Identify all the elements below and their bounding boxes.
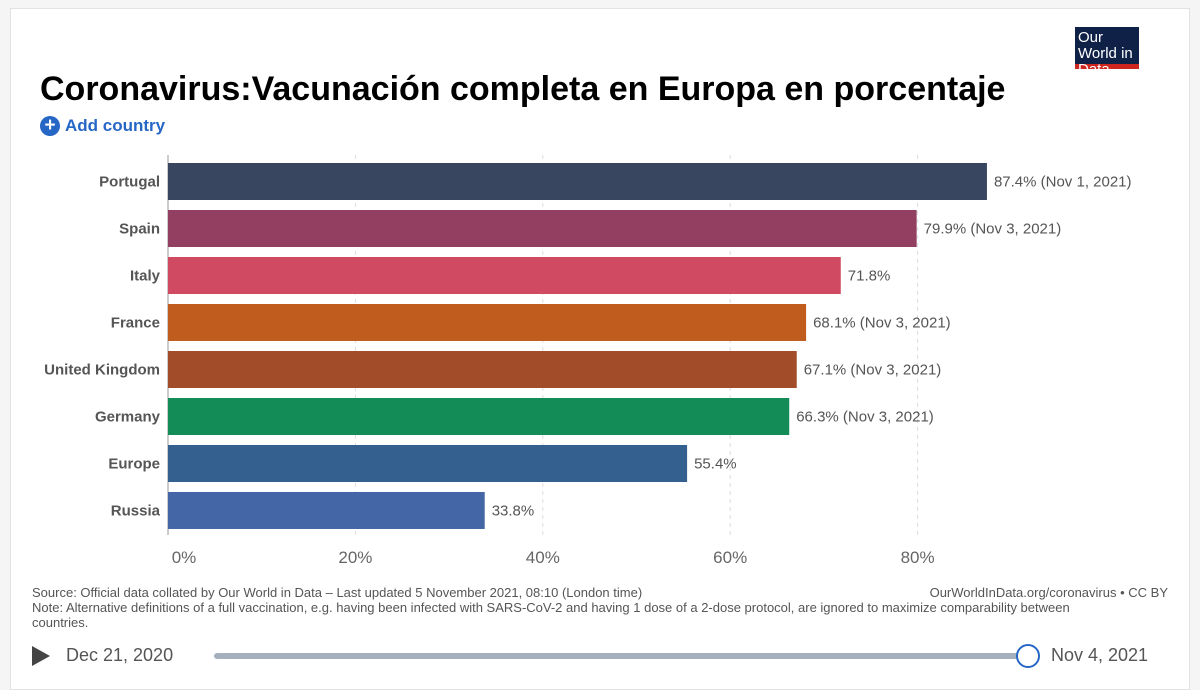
- x-tick-label: 0%: [172, 548, 197, 567]
- timeline-handle[interactable]: [1016, 644, 1040, 668]
- x-tick-label: 80%: [901, 548, 935, 567]
- data-label: 66.3% (Nov 3, 2021): [796, 409, 934, 426]
- bar[interactable]: [168, 351, 797, 388]
- data-label: 67.1% (Nov 3, 2021): [804, 362, 942, 379]
- category-label: United Kingdom: [44, 362, 160, 379]
- bar[interactable]: [168, 492, 485, 529]
- data-label: 68.1% (Nov 3, 2021): [813, 315, 951, 332]
- timeline: Dec 21, 2020 Nov 4, 2021: [32, 644, 1172, 668]
- bar[interactable]: [168, 257, 841, 294]
- data-label: 71.8%: [848, 268, 891, 285]
- category-label: France: [111, 315, 160, 332]
- source-url[interactable]: OurWorldInData.org/coronavirus • CC BY: [929, 585, 1168, 600]
- data-label: 79.9% (Nov 3, 2021): [924, 221, 1062, 238]
- category-label: Spain: [119, 221, 160, 238]
- x-tick-label: 60%: [713, 548, 747, 567]
- plus-circle-icon: +: [40, 116, 60, 136]
- category-label: Germany: [95, 409, 161, 426]
- bar[interactable]: [168, 304, 807, 341]
- add-country-button[interactable]: + Add country: [40, 116, 165, 136]
- timeline-track[interactable]: [214, 653, 1028, 659]
- bar[interactable]: [168, 445, 688, 482]
- footnote: Note: Alternative definitions of a full …: [32, 600, 1070, 630]
- category-label: Russia: [111, 503, 161, 520]
- chart-title: Coronavirus:Vacunación completa en Europ…: [40, 70, 1006, 108]
- timeline-start: Dec 21, 2020: [66, 645, 174, 665]
- category-label: Italy: [130, 268, 161, 285]
- source-note: Source: Official data collated by Our Wo…: [32, 585, 1168, 600]
- x-tick-label: 40%: [526, 548, 560, 567]
- category-label: Portugal: [99, 174, 160, 191]
- bar-chart: 0% 20% 40% 60% 80% Portugal 87.4% (Nov 1, 2021…: [44, 155, 1132, 567]
- x-tick-label: 20%: [338, 548, 372, 567]
- play-icon[interactable]: [32, 646, 50, 666]
- data-label: 87.4% (Nov 1, 2021): [994, 174, 1132, 191]
- category-label: Europe: [108, 456, 160, 473]
- owid-logo[interactable]: Our World in Data: [1075, 27, 1139, 78]
- bar[interactable]: [168, 398, 790, 435]
- chart-frame: [10, 8, 1190, 690]
- data-label: 33.8%: [492, 503, 535, 520]
- data-label: 55.4%: [694, 456, 737, 473]
- timeline-end: Nov 4, 2021: [1051, 645, 1149, 665]
- bar[interactable]: [168, 210, 917, 247]
- bar[interactable]: [168, 163, 987, 200]
